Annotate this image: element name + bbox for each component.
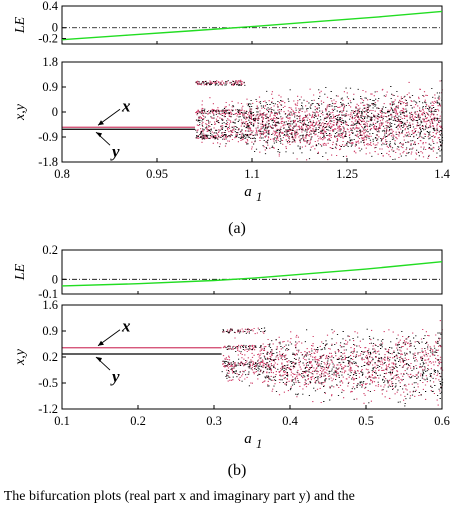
bifurcation-ytick-label: -1.2 xyxy=(38,402,58,416)
xtick-label: 1.25 xyxy=(336,167,358,181)
panel-b: 0.2 0-0.1 LE 1.6 0.9 0.2 -0.5 -1.2 x,y x y 0.1 0.2 0.… xyxy=(13,243,450,479)
bifurcation-ytick-label: 1.8 xyxy=(42,55,58,69)
xtick-label: 0.2 xyxy=(130,414,146,428)
lyapunov-ylabel: LE xyxy=(13,263,28,281)
bifurcation-ytick-label: 0.2 xyxy=(42,350,58,364)
xtick-label: 0.6 xyxy=(434,414,450,428)
xtick-label: 0.8 xyxy=(54,167,70,181)
bifurcation-ytick-label: -0.9 xyxy=(38,130,58,144)
bifurcation-ytick-label: -1.8 xyxy=(38,155,58,169)
xtick-label: 0.1 xyxy=(54,414,70,428)
panel-label: (a) xyxy=(228,220,246,237)
xtick-label: 0.4 xyxy=(282,414,298,428)
panel-label: (b) xyxy=(228,462,247,479)
lyapunov-ytick-label: -0.1 xyxy=(38,287,58,301)
bifurcation-ylabel: x,y xyxy=(13,103,28,121)
xtick-label: 1.1 xyxy=(244,167,260,181)
xtick-label: 1.4 xyxy=(434,167,450,181)
lyapunov-axes-frame xyxy=(61,249,443,295)
bifurcation-ylabel: x,y xyxy=(13,348,28,366)
bifurcation-ytick-label: -0.5 xyxy=(38,376,58,390)
lyapunov-exponent-line xyxy=(61,10,443,41)
bifurcation-ytick-label: 0.9 xyxy=(42,324,58,338)
x-axis-label: a xyxy=(244,431,252,447)
bifurcation-ytick-label: 1.6 xyxy=(42,298,58,312)
lyapunov-ytick-label: -0.2 xyxy=(38,32,58,46)
lyapunov-ytick-label: 0 xyxy=(52,272,58,286)
x-axis-label: a xyxy=(244,184,252,200)
xtick-label: 0.3 xyxy=(206,414,222,428)
bifurcation-ytick-label: 0.9 xyxy=(42,80,58,94)
xtick-label: 0.5 xyxy=(358,414,374,428)
lyapunov-ylabel: LE xyxy=(13,16,28,34)
lyapunov-axes-frame xyxy=(61,5,443,45)
lyapunov-exponent-line xyxy=(61,261,443,287)
xtick-label: 0.95 xyxy=(146,167,168,181)
lyapunov-ytick-label: 0 xyxy=(52,21,58,35)
y-annotation-arrowhead xyxy=(96,132,102,138)
x-axis-label-subscript: 1 xyxy=(256,190,262,204)
figure-caption: 4. The bifurcation plots (real part x an… xyxy=(0,489,355,504)
x-series-annotation: x xyxy=(121,96,131,115)
x-chaotic-points xyxy=(195,79,443,161)
x-axis-label-subscript: 1 xyxy=(256,437,262,451)
x-series-annotation: x xyxy=(121,317,131,336)
y-annotation-arrowhead xyxy=(96,357,102,363)
y-chaotic-points xyxy=(221,327,444,407)
chaotic-attractor-points xyxy=(221,320,444,407)
y-series-annotation: y xyxy=(110,367,120,386)
bifurcation-ytick-label: 0 xyxy=(52,105,58,119)
x-annotation-arrowhead xyxy=(98,120,104,126)
y-chaotic-points xyxy=(195,80,444,160)
lyapunov-ytick-label: 0.2 xyxy=(42,243,58,257)
chaotic-attractor-points xyxy=(195,79,444,161)
lyapunov-ytick-label: 0.4 xyxy=(42,0,58,13)
y-series-annotation: y xyxy=(110,142,120,161)
x-annotation-arrowhead xyxy=(98,340,104,346)
